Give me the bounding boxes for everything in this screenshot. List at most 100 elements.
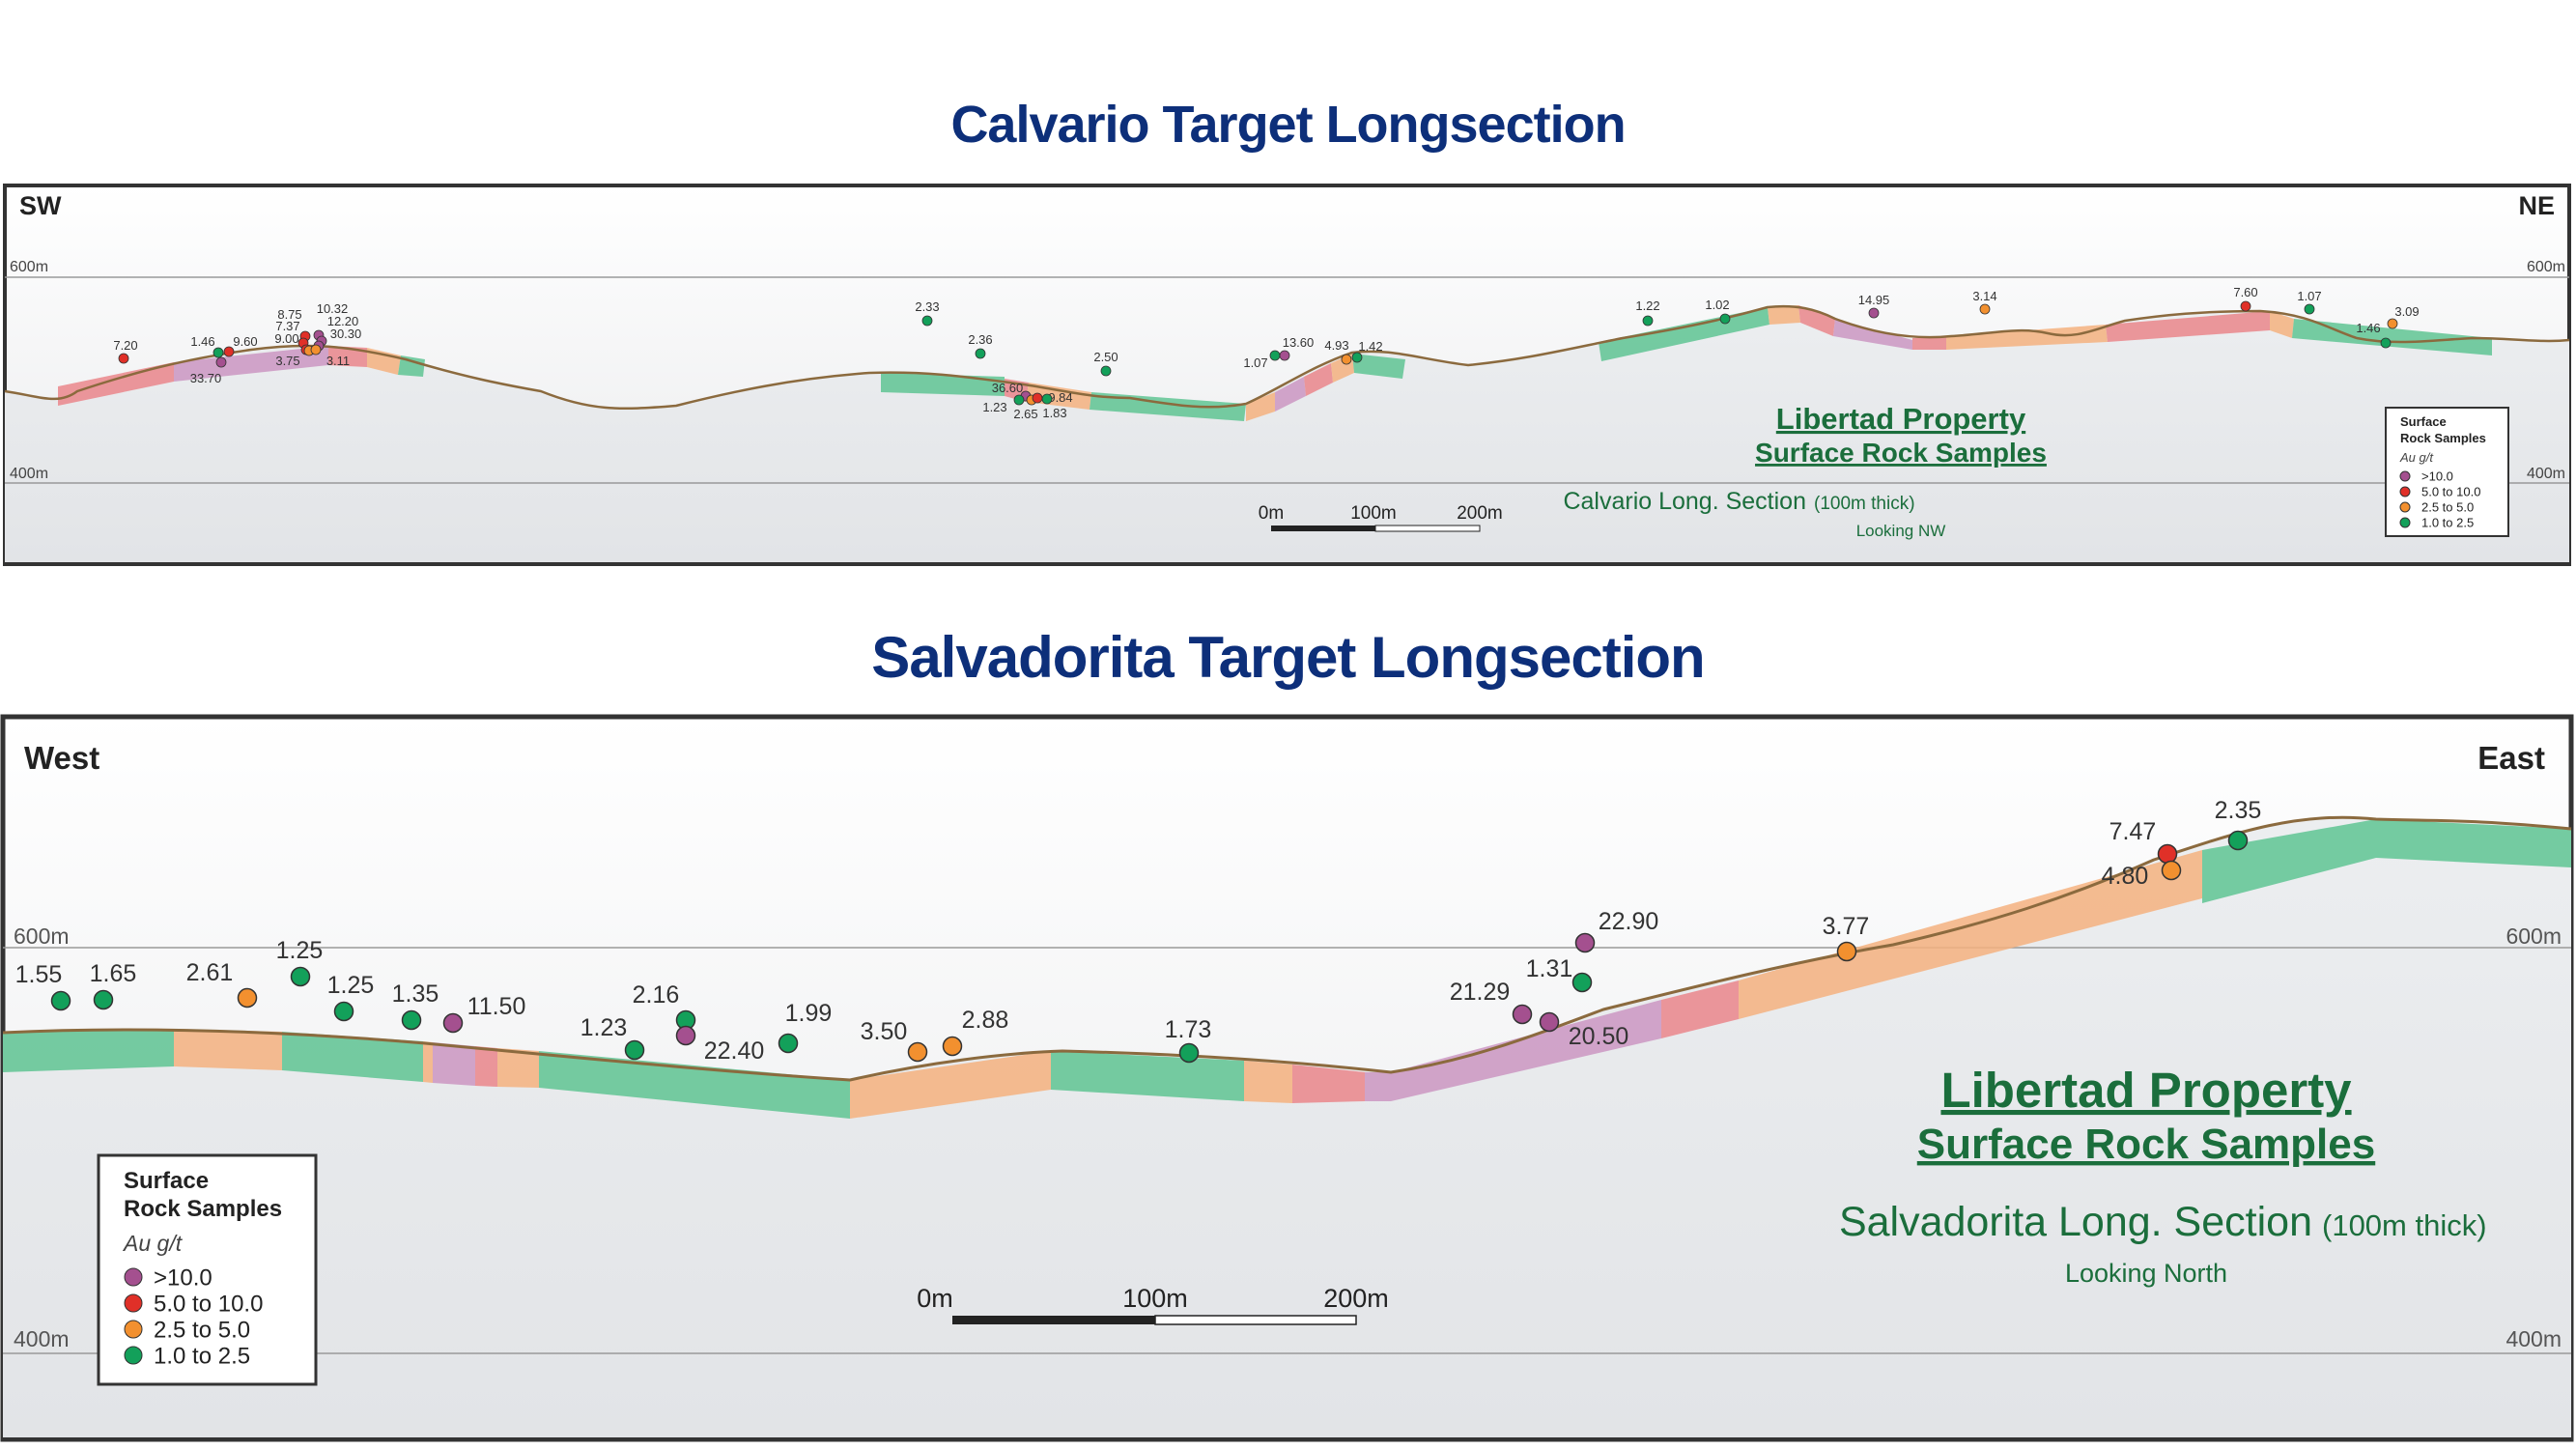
salvadorita-sample-label: 20.50 — [1569, 1023, 1629, 1050]
calvario-sample-marker — [1341, 354, 1352, 365]
calvario-sample-marker — [1642, 315, 1654, 327]
salvadorita-sample-marker — [2157, 843, 2178, 865]
calvario-sample-label: 3.75 — [275, 354, 299, 368]
calvario-sample-marker — [1032, 392, 1043, 404]
calvario-sample-marker — [1041, 393, 1053, 405]
salvadorita-sample-marker — [675, 1025, 696, 1046]
calvario-elev-400-left: 400m — [10, 466, 48, 482]
salvadorita-sample-marker — [624, 1039, 645, 1061]
salvadorita-topography-line — [2, 815, 2572, 1082]
salvadorita-sample-marker — [907, 1041, 928, 1063]
salvadorita-sample-label: 1.31 — [1526, 955, 1573, 982]
salvadorita-scale-bar: 0m 100m 200m — [917, 1284, 1389, 1325]
salvadorita-sample-marker — [1539, 1011, 1560, 1033]
calvario-sample-label: 3.09 — [2394, 304, 2419, 319]
salvadorita-sample-label: 1.23 — [580, 1014, 628, 1041]
calvario-sample-marker — [1979, 303, 1991, 315]
salvadorita-legend-label: 2.5 to 5.0 — [154, 1318, 250, 1344]
calvario-scale-100: 100m — [1350, 503, 1397, 524]
salvadorita-sample-label: 22.40 — [704, 1037, 765, 1065]
salvadorita-legend-swatch — [124, 1267, 143, 1287]
salvadorita-legend-label: 5.0 to 10.0 — [154, 1292, 263, 1318]
calvario-sample-label: 10.32 — [317, 301, 349, 316]
calvario-legend-title2: Rock Samples — [2400, 431, 2486, 445]
calvario-sample-marker — [1013, 394, 1025, 406]
calvario-legend-items: >10.05.0 to 10.02.5 to 5.01.0 to 2.5 — [2399, 469, 2480, 530]
salvadorita-sample-marker — [290, 966, 311, 987]
salvadorita-sample-label: 4.80 — [2102, 863, 2149, 890]
salvadorita-sample-label: 1.25 — [327, 972, 375, 999]
calvario-dir-right: NE — [2518, 191, 2555, 220]
salvadorita-elev-400-right: 400m — [2505, 1326, 2562, 1351]
calvario-panel: SW NE 600m 600m 400m 400m 7.20 1.46 9.60 33… — [3, 184, 2571, 566]
calvario-dir-left: SW — [19, 191, 62, 220]
salvadorita-sample-label: 7.47 — [2109, 818, 2157, 845]
calvario-legend-label: 1.0 to 2.5 — [2421, 516, 2474, 530]
calvario-legend-unit: Au g/t — [2399, 450, 2434, 465]
calvario-legend-label: 2.5 to 5.0 — [2421, 500, 2474, 515]
calvario-legend-swatch — [2399, 501, 2411, 513]
salvadorita-property-line1: Libertad Property — [1940, 1063, 2352, 1118]
salvadorita-panel: West East 600m 600m 400m 400m 1.55 1.65 2.… — [0, 714, 2574, 1442]
salvadorita-dir-left: West — [24, 740, 99, 776]
calvario-legend-title1: Surface — [2400, 414, 2447, 429]
calvario-property-line1: Libertad Property — [1776, 402, 2026, 436]
calvario-elev-600-left: 600m — [10, 259, 48, 275]
calvario-looking: Looking NW — [1856, 522, 1946, 540]
calvario-sample-label: 9.84 — [1048, 390, 1072, 405]
calvario-sample-label: 1.46 — [190, 334, 214, 349]
salvadorita-sample-label: 1.73 — [1165, 1016, 1212, 1043]
salvadorita-sample-marker — [401, 1009, 422, 1031]
salvadorita-legend-title1: Surface — [124, 1168, 209, 1194]
calvario-legend: Surface Rock Samples Au g/t >10.05.0 to … — [2385, 407, 2509, 537]
salvadorita-sample-label: 1.65 — [90, 960, 137, 987]
calvario-scale-0: 0m — [1259, 503, 1284, 524]
salvadorita-sample-marker — [2227, 830, 2249, 851]
calvario-sample-label: 1.22 — [1635, 298, 1659, 313]
salvadorita-section-thick: (100m thick) — [2322, 1208, 2487, 1242]
salvadorita-sample-marker — [2161, 860, 2182, 881]
salvadorita-sample-label: 21.29 — [1450, 979, 1511, 1006]
salvadorita-sample-label: 3.50 — [861, 1018, 908, 1045]
salvadorita-sample-marker — [333, 1001, 354, 1022]
calvario-ground — [5, 306, 2569, 562]
calvario-elev-600-right: 600m — [2527, 259, 2565, 275]
salvadorita-legend-items: >10.05.0 to 10.02.5 to 5.01.0 to 2.5 — [124, 1265, 263, 1370]
calvario-sample-label: 2.65 — [1013, 407, 1037, 421]
calvario-sample-marker — [2380, 337, 2392, 349]
calvario-sample-marker — [310, 344, 322, 355]
salvadorita-scale-0: 0m — [917, 1284, 953, 1313]
salvadorita-sample-marker — [50, 990, 71, 1011]
salvadorita-scale-200: 200m — [1323, 1284, 1389, 1313]
calvario-sample-label: 1.02 — [1705, 298, 1729, 312]
calvario-sample-label: 7.60 — [2233, 285, 2257, 299]
salvadorita-bands — [3, 819, 2571, 1119]
salvadorita-sample-marker — [1178, 1042, 1200, 1064]
salvadorita-sample-marker — [1512, 1004, 1533, 1025]
calvario-sample-label: 4.93 — [1324, 338, 1348, 353]
salvadorita-sample-marker — [942, 1036, 963, 1057]
calvario-sample-marker — [223, 346, 235, 357]
calvario-legend-label: 5.0 to 10.0 — [2421, 485, 2480, 499]
calvario-elev-400-right: 400m — [2527, 466, 2565, 482]
calvario-sample-label: 9.00 — [274, 331, 298, 346]
calvario-scale-bar: 0m 100m 200m — [1259, 503, 1503, 532]
salvadorita-section-name: Salvadorita Long. Section — [1839, 1199, 2312, 1245]
salvadorita-legend-title2: Rock Samples — [124, 1196, 282, 1222]
salvadorita-elev-600-left: 600m — [14, 923, 70, 949]
salvadorita-legend-swatch — [124, 1320, 143, 1339]
calvario-sample-label: 1.07 — [1243, 355, 1267, 370]
salvadorita-sample-marker — [93, 989, 114, 1010]
calvario-sample-label: 30.30 — [330, 327, 362, 341]
salvadorita-property-line2: Surface Rock Samples — [1917, 1121, 2375, 1168]
salvadorita-legend: Surface Rock Samples Au g/t >10.05.0 to … — [97, 1153, 318, 1386]
salvadorita-elev-400-left: 400m — [14, 1326, 70, 1351]
salvadorita-scale-100: 100m — [1122, 1284, 1188, 1313]
calvario-sample-label: 3.11 — [326, 354, 350, 368]
calvario-property-line2: Surface Rock Samples — [1755, 438, 2047, 468]
calvario-sample-label: 2.50 — [1093, 350, 1118, 364]
salvadorita-title: Salvadorita Target Longsection — [871, 625, 1705, 690]
calvario-sample-label: 36.60 — [992, 381, 1024, 395]
calvario-sample-marker — [118, 353, 129, 364]
